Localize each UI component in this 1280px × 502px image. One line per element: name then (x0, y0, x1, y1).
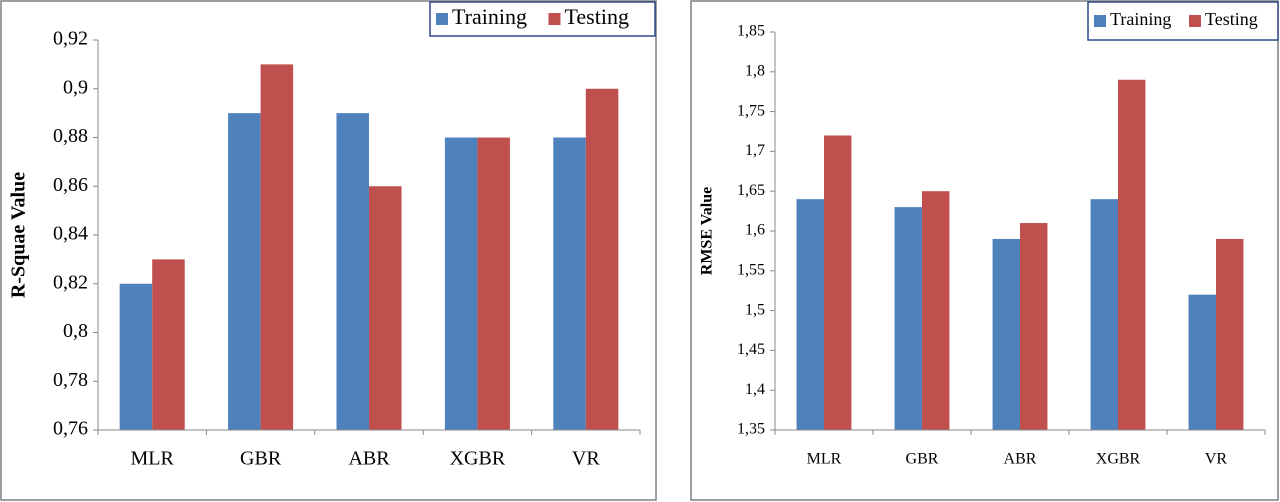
y-tick-label: 1,35 (737, 421, 765, 438)
bar (369, 186, 402, 430)
legend-label: Testing (565, 4, 629, 29)
bar (585, 88, 619, 430)
y-tick-label: 1,4 (745, 381, 765, 398)
y-tick-label: 1,8 (745, 62, 765, 79)
chart-frame (690, 0, 1279, 501)
bar (228, 113, 261, 430)
x-tick-label: ABR (1004, 451, 1037, 468)
chart-frame (0, 0, 657, 501)
y-tick-label: 0,86 (53, 174, 88, 196)
legend-swatch (1189, 15, 1201, 27)
y-tick-label: 0,78 (53, 369, 88, 391)
y-tick-label: 0,82 (53, 271, 88, 293)
x-tick-label: MLR (131, 448, 175, 470)
x-tick-label: GBR (240, 448, 282, 470)
x-tick-label: GBR (906, 451, 939, 468)
legend-swatch (548, 13, 561, 25)
y-tick-label: 0,84 (53, 223, 88, 245)
x-tick-label: XGBR (450, 448, 506, 470)
bar (260, 64, 294, 430)
bar (1216, 238, 1244, 430)
bar (152, 259, 185, 430)
bar (119, 283, 153, 430)
y-tick-label: 0,76 (53, 418, 88, 440)
x-tick-label: MLR (807, 451, 842, 468)
bar (796, 199, 824, 430)
bar (444, 137, 478, 430)
legend-box (1087, 1, 1279, 41)
y-tick-label: 1,55 (737, 261, 765, 278)
y-tick-label: 1,45 (737, 341, 765, 358)
bar (336, 113, 369, 430)
y-tick-label: 1,5 (745, 301, 765, 318)
legend-box (429, 1, 656, 37)
legend-label: Training (1110, 9, 1171, 29)
legend-label: Training (452, 4, 527, 29)
bar (1118, 79, 1146, 430)
y-tick-label: 0,9 (63, 76, 88, 98)
y-tick-label: 0,88 (53, 125, 88, 147)
bar (894, 207, 922, 430)
x-tick-label: VR (1205, 451, 1228, 468)
y-tick-label: 1,6 (745, 222, 765, 239)
y-tick-label: 1,7 (745, 142, 765, 159)
y-axis-label: RMSE Value (699, 187, 716, 275)
x-tick-label: VR (572, 448, 600, 470)
bar (553, 137, 586, 430)
bar (1090, 199, 1118, 430)
bar (477, 137, 510, 430)
legend-swatch (436, 13, 448, 25)
bar (922, 191, 950, 430)
y-axis-label: R-Squae Value (8, 172, 30, 298)
y-tick-label: 1,65 (737, 182, 765, 199)
bar (1020, 223, 1048, 430)
x-tick-label: XGBR (1096, 451, 1141, 468)
legend-label: Testing (1205, 9, 1258, 29)
y-tick-label: 0,8 (63, 320, 88, 342)
bar (1188, 294, 1216, 430)
legend-swatch (1094, 15, 1106, 27)
bar (992, 238, 1020, 430)
bar (824, 135, 852, 431)
x-tick-label: ABR (348, 448, 390, 470)
y-tick-label: 0,92 (53, 28, 88, 50)
y-tick-label: 1,85 (737, 23, 765, 40)
y-tick-label: 1,75 (737, 102, 765, 119)
